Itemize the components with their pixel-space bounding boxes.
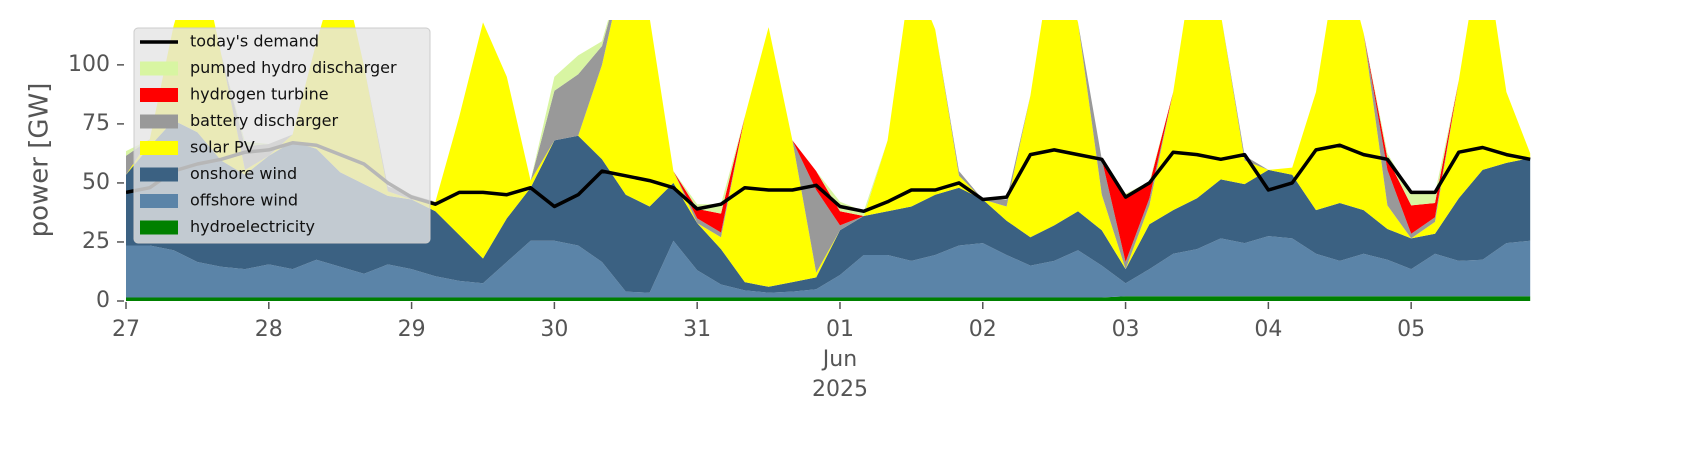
legend-label: hydroelectricity [190, 217, 315, 236]
legend-swatch [140, 220, 178, 235]
axes: 0 25 50 75 100 27 28 29 30 31 01 Jun 2025 02 03 04 05 [68, 52, 1425, 402]
x-tick-label: 29 [398, 317, 426, 342]
y-tick-label: 75 [82, 111, 110, 136]
y-tick-label: 50 [82, 170, 110, 195]
legend-label: offshore wind [190, 191, 298, 210]
legend-label: solar PV [190, 138, 255, 157]
y-axis-label: power [GW] [25, 83, 55, 238]
x-tick-label: 27 [112, 317, 140, 342]
x-tick-sublabel: 2025 [812, 377, 868, 402]
area [126, 20, 1531, 287]
area [126, 20, 1531, 273]
x-tick-label: 05 [1397, 317, 1425, 342]
y-tick-label: 100 [68, 52, 110, 77]
legend-swatch [140, 194, 178, 208]
x-tick-label: 28 [255, 317, 283, 342]
area [126, 296, 1531, 301]
legend-swatch [140, 61, 178, 76]
x-tick-label: 03 [1112, 317, 1140, 342]
legend-swatch [140, 114, 178, 129]
legend-swatch [140, 141, 178, 155]
legend-label: pumped hydro discharger [190, 58, 397, 77]
legend: today's demand pumped hydro discharger hyd… [133, 27, 431, 244]
x-tick-label: 31 [683, 317, 711, 342]
legend-box [133, 27, 431, 244]
y-tick-label: 25 [82, 229, 110, 254]
x-tick-label: 30 [540, 317, 568, 342]
y-tick-label: 0 [96, 288, 110, 313]
legend-label: onshore wind [190, 164, 297, 183]
legend-label: today's demand [190, 32, 319, 51]
x-tick-label: 02 [969, 317, 997, 342]
x-tick-sublabel: Jun [821, 347, 857, 372]
legend-swatch [140, 88, 178, 102]
x-tick-label: 01 [826, 317, 854, 342]
area [126, 236, 1531, 298]
legend-label: hydrogen turbine [190, 85, 329, 104]
x-tick-label: 04 [1254, 317, 1282, 342]
plot-area [126, 20, 1531, 301]
area [126, 120, 1531, 293]
legend-swatch [140, 167, 178, 182]
legend-label: battery discharger [190, 111, 338, 130]
